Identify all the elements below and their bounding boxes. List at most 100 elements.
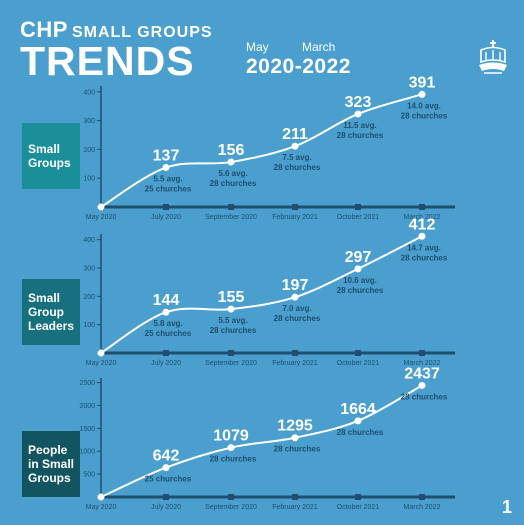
data-point xyxy=(97,493,105,501)
range-start-month: May xyxy=(246,40,269,54)
x-tick-mark xyxy=(228,350,234,356)
y-tick-label: 500 xyxy=(83,472,95,479)
data-label: 155 xyxy=(218,289,245,306)
series-line xyxy=(100,384,423,498)
x-tick-label: March 2022 xyxy=(404,360,441,367)
x-tick-mark xyxy=(292,204,298,210)
data-point xyxy=(97,349,105,357)
data-note: 28 churches xyxy=(337,286,384,295)
x-tick-mark xyxy=(355,350,361,356)
data-note: 28 churches xyxy=(274,445,321,454)
church-logo-icon xyxy=(479,40,507,74)
range-end-month: March xyxy=(302,40,336,54)
data-note: 28 churches xyxy=(274,163,321,172)
data-point xyxy=(162,464,170,472)
date-range: May March 2020-2022 xyxy=(246,40,366,79)
data-note: 28 churches xyxy=(210,179,257,188)
y-tick-label: 400 xyxy=(83,89,95,96)
data-label: 1664 xyxy=(340,401,376,418)
data-point xyxy=(418,381,426,389)
x-tick-label: July 2020 xyxy=(151,504,181,511)
x-tick-mark xyxy=(163,494,169,500)
data-label: 1295 xyxy=(277,418,313,435)
data-label: 156 xyxy=(218,142,245,159)
data-note: 5.5 avg. xyxy=(153,175,182,184)
x-tick-mark xyxy=(228,204,234,210)
y-tick-label: 300 xyxy=(83,266,95,273)
data-point xyxy=(227,305,235,313)
y-tick-label: 1500 xyxy=(79,426,95,433)
data-note: 28 churches xyxy=(210,326,257,335)
x-tick-label: March 2022 xyxy=(404,504,441,511)
data-note: 25 churches xyxy=(145,185,192,194)
data-note: 28 churches xyxy=(401,253,448,262)
x-tick-label: September 2020 xyxy=(205,360,257,367)
y-tick-label: 200 xyxy=(83,147,95,154)
data-note: 5.8 avg. xyxy=(153,319,182,328)
series-label-box xyxy=(22,279,80,345)
brand-line: CHP SMALL GROUPS xyxy=(20,18,213,42)
series-label: People in Small Groups xyxy=(28,443,74,485)
y-tick-label: 100 xyxy=(83,322,95,329)
brand-name: CHP xyxy=(20,17,68,42)
data-note: 28 churches xyxy=(337,131,384,140)
series-label-line: Small xyxy=(28,142,60,156)
x-tick-mark xyxy=(292,494,298,500)
x-tick-mark xyxy=(355,204,361,210)
chart-people-in-small-groups: People in Small Groups 500 1000 1500 2000 2500 M… xyxy=(22,365,455,511)
x-tick-label: July 2020 xyxy=(151,214,181,221)
x-tick-mark xyxy=(419,350,425,356)
data-point xyxy=(97,203,105,211)
header: CHP SMALL GROUPS TRENDS xyxy=(20,18,213,83)
brand-subtitle: SMALL GROUPS xyxy=(71,24,213,41)
data-point xyxy=(354,110,362,118)
y-tick-label: 100 xyxy=(83,176,95,183)
x-tick-label: September 2020 xyxy=(205,504,257,511)
data-note: 28 churches xyxy=(401,111,448,120)
x-tick-label: February 2021 xyxy=(272,360,318,367)
x-tick-mark xyxy=(419,494,425,500)
y-tick-label: 400 xyxy=(83,237,95,244)
x-tick-label: February 2021 xyxy=(272,504,318,511)
x-tick-label: May 2020 xyxy=(86,214,117,221)
data-label: 144 xyxy=(153,292,180,309)
series-label: Small Group Leaders xyxy=(28,291,74,333)
data-note: 25 churches xyxy=(145,475,192,484)
data-label: 642 xyxy=(153,448,180,465)
data-note: 5.6 avg. xyxy=(218,169,247,178)
data-label: 137 xyxy=(153,148,180,165)
x-tick-label: February 2021 xyxy=(272,214,318,221)
series-label-line: People xyxy=(28,443,68,457)
data-point xyxy=(162,308,170,316)
data-note: 7.5 avg. xyxy=(282,153,311,162)
data-label: 323 xyxy=(345,94,372,111)
data-note: 11.5 avg. xyxy=(343,121,376,130)
x-tick-mark xyxy=(355,494,361,500)
x-tick-label: October 2021 xyxy=(337,214,380,221)
data-note: 14.0 avg. xyxy=(407,101,441,110)
x-tick-label: October 2021 xyxy=(337,504,380,511)
data-point xyxy=(291,434,299,442)
data-point xyxy=(418,232,426,240)
data-point xyxy=(227,444,235,452)
data-note: 25 churches xyxy=(145,329,192,338)
y-tick-label: 2500 xyxy=(79,380,95,387)
page-number: 1 xyxy=(501,497,512,517)
y-tick-label: 1000 xyxy=(79,449,95,456)
series-line xyxy=(100,93,423,208)
data-label: 297 xyxy=(345,249,372,266)
y-tick-label: 300 xyxy=(83,118,95,125)
data-note: 14.7 avg. xyxy=(407,243,441,252)
series-label-line: in Small xyxy=(28,457,74,471)
data-point xyxy=(354,417,362,425)
data-note: 28 churches xyxy=(274,314,321,323)
data-note: 5.5 avg. xyxy=(218,316,247,325)
data-point xyxy=(227,158,235,166)
data-label: 412 xyxy=(409,216,436,233)
range-years: 2020-2022 xyxy=(246,55,351,78)
data-note: 7.0 avg. xyxy=(282,304,311,313)
data-point xyxy=(291,293,299,301)
data-label: 2437 xyxy=(404,365,440,382)
data-note: 28 churches xyxy=(337,428,384,437)
